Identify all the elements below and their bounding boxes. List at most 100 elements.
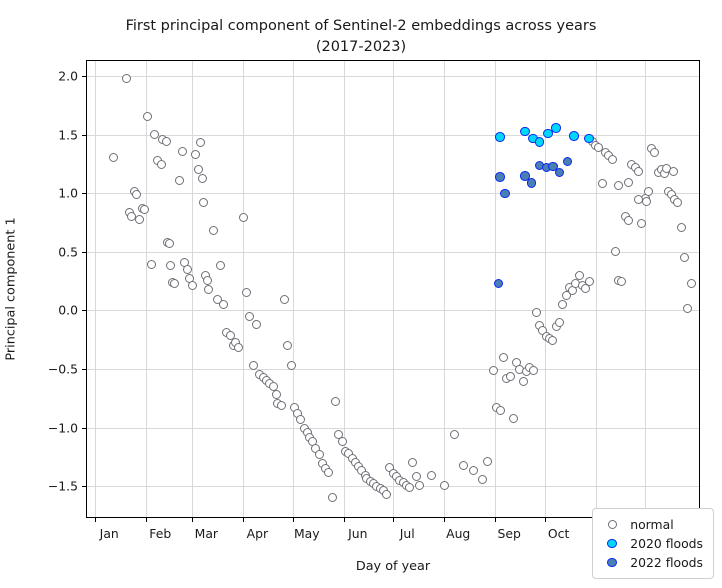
data-point bbox=[199, 198, 209, 208]
y-tick-mark bbox=[82, 251, 87, 253]
data-point bbox=[680, 253, 690, 263]
y-axis-label: Principal component 1 bbox=[3, 217, 19, 361]
data-point bbox=[668, 166, 678, 176]
data-point bbox=[528, 365, 538, 375]
x-tick-mark bbox=[292, 517, 294, 522]
data-point bbox=[276, 400, 286, 410]
x-tick-label: Apr bbox=[246, 526, 269, 541]
data-point bbox=[584, 133, 594, 144]
data-point bbox=[617, 276, 627, 286]
gridline-horizontal bbox=[87, 76, 699, 78]
x-tick-label: Aug bbox=[446, 526, 471, 541]
data-point bbox=[415, 480, 424, 490]
data-point bbox=[196, 138, 206, 148]
data-point bbox=[439, 480, 449, 490]
legend-item[interactable]: 2020 floods bbox=[602, 534, 703, 553]
data-point bbox=[686, 279, 696, 289]
data-point bbox=[520, 126, 530, 137]
data-point bbox=[498, 352, 508, 362]
data-point bbox=[607, 154, 617, 164]
data-point bbox=[161, 137, 171, 147]
legend[interactable]: normal 2020 floods 2022 floods bbox=[592, 508, 714, 579]
legend-item[interactable]: normal bbox=[602, 515, 703, 534]
data-point bbox=[331, 397, 341, 407]
data-point bbox=[534, 137, 545, 147]
x-tick-label: Oct bbox=[547, 526, 570, 541]
y-tick-label: 0.0 bbox=[58, 302, 78, 318]
data-point bbox=[650, 147, 660, 157]
data-point bbox=[146, 260, 156, 270]
y-tick-mark bbox=[82, 369, 87, 371]
x-tick-label: Feb bbox=[149, 526, 172, 541]
data-point bbox=[584, 276, 594, 286]
gridline-vertical bbox=[343, 61, 345, 517]
gridline-vertical bbox=[393, 61, 395, 517]
gridline-vertical bbox=[544, 61, 546, 517]
data-point bbox=[637, 219, 647, 229]
data-point bbox=[411, 472, 421, 482]
data-point bbox=[245, 311, 255, 321]
gridline-horizontal bbox=[87, 310, 699, 312]
data-point bbox=[122, 74, 131, 84]
legend-item[interactable]: 2022 floods bbox=[602, 553, 703, 572]
chart-title: First principal component of Sentinel-2 … bbox=[125, 18, 597, 55]
x-tick-label: Sep bbox=[497, 526, 521, 541]
data-point bbox=[337, 437, 347, 447]
legend-label: 2020 floods bbox=[630, 536, 703, 551]
data-point bbox=[683, 303, 693, 313]
data-point bbox=[280, 295, 290, 305]
legend-label: normal bbox=[630, 517, 674, 532]
data-point bbox=[633, 166, 643, 176]
data-point bbox=[296, 414, 306, 424]
data-point bbox=[405, 482, 415, 492]
gridline-horizontal bbox=[87, 369, 699, 371]
data-point bbox=[554, 317, 564, 327]
data-point bbox=[610, 247, 620, 257]
data-point bbox=[508, 413, 518, 423]
data-point bbox=[614, 180, 624, 190]
data-point bbox=[182, 265, 192, 274]
x-tick-label: May bbox=[293, 526, 320, 541]
x-tick-label: Jul bbox=[399, 526, 415, 541]
data-point bbox=[135, 214, 145, 224]
data-point bbox=[561, 290, 571, 300]
data-point bbox=[140, 205, 150, 215]
gridline-vertical bbox=[444, 61, 446, 517]
gridline-horizontal bbox=[87, 134, 699, 136]
data-point bbox=[569, 131, 579, 141]
y-tick-label: −0.5 bbox=[47, 361, 78, 377]
data-point bbox=[493, 278, 504, 289]
data-point bbox=[191, 150, 201, 160]
gridline-vertical bbox=[95, 61, 97, 517]
data-point bbox=[131, 190, 141, 200]
y-tick-mark bbox=[82, 310, 87, 312]
gridline-vertical bbox=[595, 61, 597, 517]
data-point bbox=[594, 143, 604, 153]
data-point bbox=[204, 284, 214, 294]
gridline-vertical bbox=[292, 61, 294, 517]
data-point bbox=[642, 197, 652, 207]
data-point bbox=[554, 167, 565, 178]
x-tick-mark bbox=[192, 517, 194, 522]
data-point bbox=[673, 198, 683, 208]
y-tick-mark bbox=[82, 193, 87, 195]
data-point bbox=[520, 171, 530, 181]
legend-marker-icon bbox=[602, 520, 622, 529]
data-point bbox=[324, 467, 334, 477]
data-point bbox=[543, 128, 553, 139]
data-point bbox=[624, 178, 634, 188]
y-tick-label: −1.0 bbox=[47, 420, 78, 436]
x-tick-label: Jun bbox=[348, 526, 368, 541]
data-point bbox=[495, 132, 505, 142]
x-tick-mark bbox=[343, 517, 345, 522]
data-point bbox=[202, 275, 212, 285]
x-tick-mark bbox=[495, 517, 497, 522]
data-point bbox=[574, 270, 584, 280]
data-point bbox=[633, 194, 643, 204]
gridline-vertical bbox=[146, 61, 148, 517]
y-tick-label: 0.5 bbox=[58, 244, 78, 260]
x-tick-mark bbox=[393, 517, 395, 522]
data-point bbox=[248, 361, 258, 371]
x-tick-mark bbox=[95, 517, 97, 522]
